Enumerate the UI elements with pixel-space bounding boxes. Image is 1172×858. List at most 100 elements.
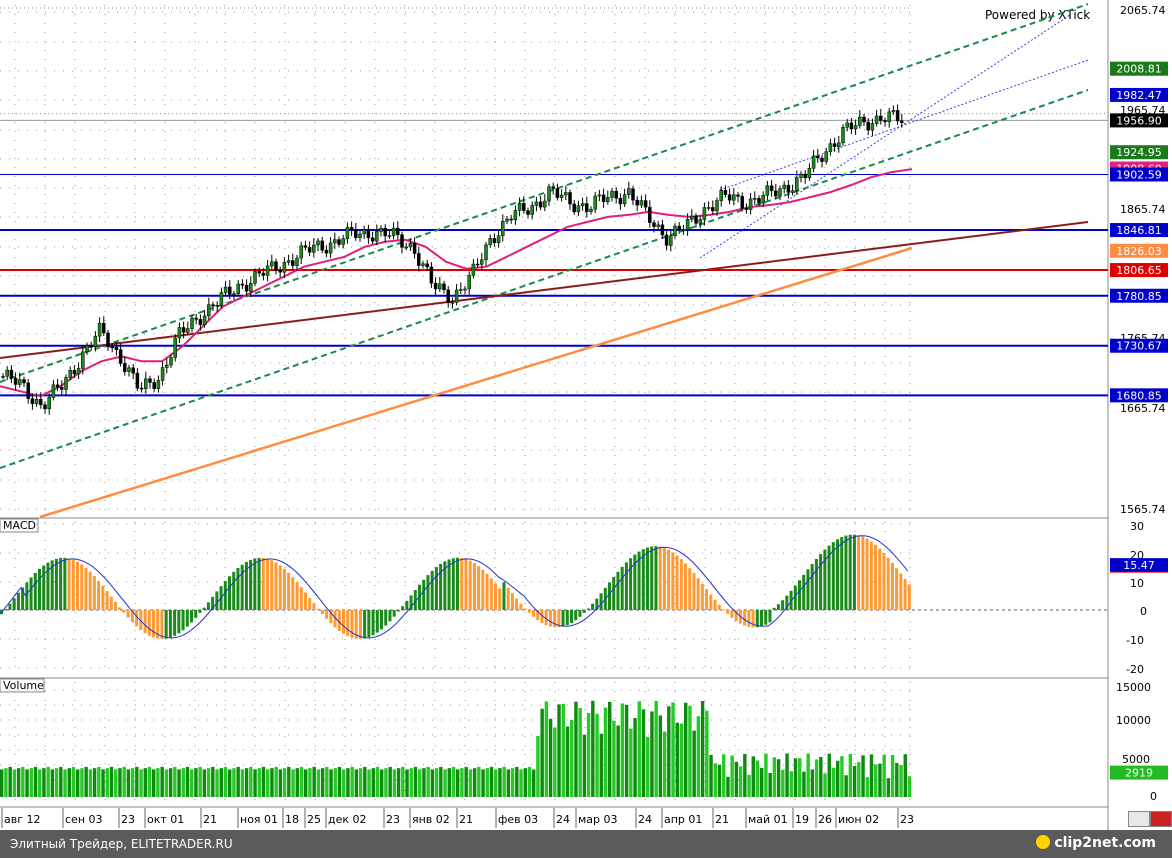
- volume-bar: [354, 769, 359, 797]
- candles: [1, 104, 904, 415]
- volume-bar: [363, 766, 367, 797]
- candle-body: [312, 244, 316, 253]
- candle-body: [887, 111, 891, 123]
- macd-bar: [430, 570, 434, 610]
- clip2net-logo[interactable]: clip2net.com: [1036, 835, 1156, 851]
- macd-bar: [413, 590, 417, 610]
- exit-button[interactable]: [1150, 811, 1172, 827]
- macd-bar: [350, 610, 354, 638]
- macd-bar: [354, 610, 358, 639]
- price-tag-label: 1924.95: [1116, 146, 1162, 159]
- volume-bar: [633, 717, 637, 797]
- macd-bar: [878, 548, 882, 610]
- ma-200-line: [39, 246, 913, 519]
- candle-body: [715, 200, 719, 212]
- volume-bar: [506, 769, 511, 797]
- macd-bar: [903, 579, 907, 610]
- x-axis-label: 18: [285, 813, 299, 826]
- candle-body: [660, 224, 665, 236]
- volume-bar: [755, 760, 760, 797]
- volume-bar: [489, 766, 494, 797]
- volume-bar: [806, 753, 810, 797]
- macd-bar: [84, 567, 88, 610]
- candle-body: [589, 208, 593, 212]
- volume-bar: [33, 766, 38, 797]
- macd-bar: [650, 546, 654, 610]
- macd-bar: [447, 559, 451, 610]
- candle-body: [606, 197, 610, 203]
- volume-bar: [477, 766, 481, 797]
- volume-bar: [143, 768, 147, 797]
- candle-body: [408, 243, 413, 248]
- macd-panel[interactable]: [0, 519, 1108, 677]
- volume-bar: [836, 760, 840, 797]
- volume-bar: [253, 769, 257, 797]
- candle-body: [1, 376, 5, 378]
- macd-bar: [236, 568, 240, 610]
- candle-body: [370, 237, 375, 242]
- volume-bar: [612, 720, 616, 797]
- macd-bar: [105, 591, 109, 610]
- candle-body: [778, 188, 782, 197]
- candle-body: [81, 351, 85, 369]
- volume-bar: [16, 768, 21, 797]
- candle-body: [89, 345, 93, 347]
- macd-bar: [620, 566, 624, 610]
- price-panel[interactable]: [0, 0, 1108, 517]
- candle-body: [677, 225, 681, 231]
- volume-bar: [692, 730, 696, 797]
- macd-bar: [776, 604, 780, 610]
- volume-bar: [236, 766, 240, 797]
- volume-bar: [333, 768, 337, 797]
- scroll-left-button[interactable]: [1128, 811, 1150, 827]
- macd-bar: [287, 572, 291, 610]
- candle-body: [467, 275, 471, 290]
- candle-body: [328, 242, 333, 254]
- volume-bar: [215, 769, 219, 797]
- candle-body: [349, 227, 354, 231]
- macd-bar: [743, 610, 747, 626]
- macd-bar: [50, 560, 54, 610]
- candle-body: [64, 377, 68, 390]
- macd-bar: [608, 582, 612, 610]
- x-axis-label: ноя 01: [240, 813, 278, 826]
- volume-bar: [671, 702, 675, 797]
- macd-bar: [574, 610, 578, 621]
- candle-body: [429, 266, 434, 284]
- macd-bar: [240, 564, 244, 610]
- volume-bar: [384, 768, 388, 797]
- macd-bar: [342, 610, 346, 634]
- volume-bar: [485, 768, 489, 797]
- candle-body: [454, 289, 459, 303]
- candle-body: [387, 235, 392, 237]
- candle-body: [274, 261, 278, 271]
- volume-bar: [59, 766, 63, 797]
- candle-body: [232, 293, 236, 295]
- volume-bar: [97, 766, 101, 797]
- x-axis-label: сен 03: [65, 813, 103, 826]
- macd-bar: [266, 558, 270, 610]
- macd-bar: [97, 580, 101, 610]
- candle-body: [181, 327, 186, 333]
- macd-bar: [308, 597, 312, 610]
- volume-bar: [422, 768, 426, 797]
- volume-bar: [418, 769, 422, 797]
- macd-bar: [63, 557, 67, 610]
- macd-bar: [540, 610, 544, 623]
- macd-bar: [667, 549, 671, 610]
- candle-body: [34, 398, 39, 405]
- macd-bar: [481, 569, 485, 610]
- volume-bar: [38, 769, 42, 797]
- macd-bar: [709, 594, 713, 610]
- x-axis-labels: авг 12 сен 03 23 окт 01 21 ноя 01 18 25 дек 02 23…: [1, 808, 914, 828]
- macd-bar: [92, 576, 96, 610]
- candle-body: [824, 151, 828, 162]
- volume-bar: [135, 766, 139, 797]
- volume-bar: [713, 763, 717, 797]
- macd-bar: [578, 610, 582, 617]
- volume-bar: [637, 701, 641, 797]
- volume-bar: [240, 769, 245, 797]
- candle-body: [895, 110, 900, 122]
- volume-bar: [890, 755, 895, 797]
- volume-bar: [624, 704, 629, 797]
